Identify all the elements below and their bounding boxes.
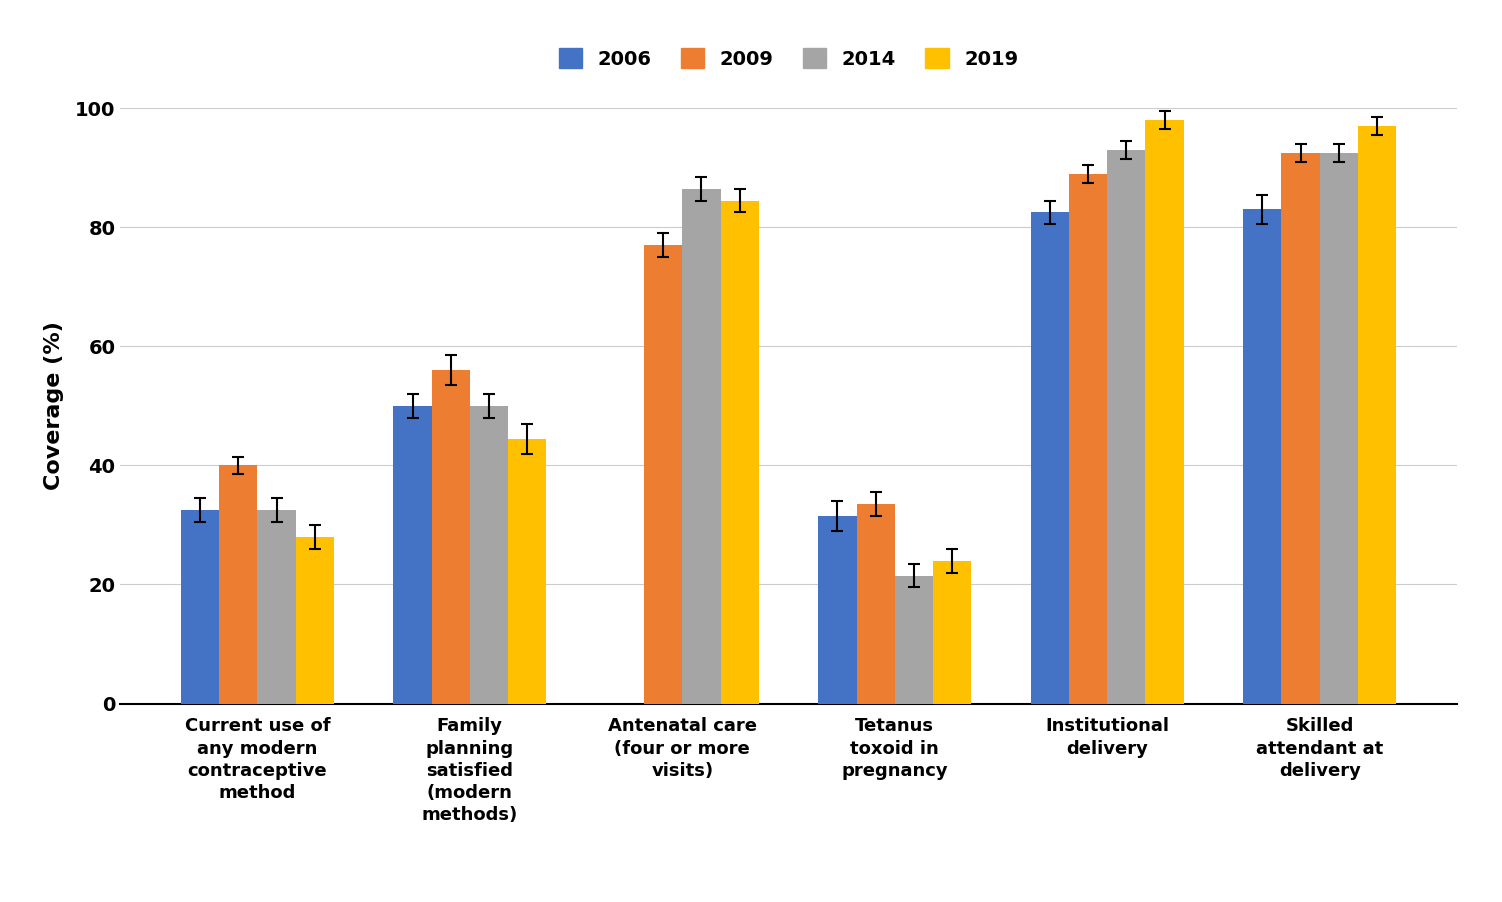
Y-axis label: Coverage (%): Coverage (%) bbox=[44, 321, 63, 491]
Bar bbox=[895, 575, 933, 704]
Bar bbox=[296, 537, 333, 704]
Bar bbox=[1244, 209, 1281, 704]
Bar bbox=[180, 511, 219, 704]
Bar bbox=[721, 200, 759, 704]
Bar bbox=[856, 504, 895, 704]
Bar bbox=[508, 438, 547, 704]
Bar bbox=[1107, 150, 1146, 704]
Bar bbox=[1281, 152, 1320, 704]
Legend: 2006, 2009, 2014, 2019: 2006, 2009, 2014, 2019 bbox=[551, 41, 1026, 77]
Bar bbox=[644, 245, 682, 704]
Bar bbox=[682, 189, 721, 704]
Bar bbox=[1146, 120, 1184, 704]
Bar bbox=[394, 406, 431, 704]
Bar bbox=[257, 511, 296, 704]
Bar bbox=[219, 465, 257, 704]
Bar bbox=[1358, 126, 1397, 704]
Bar bbox=[1320, 152, 1358, 704]
Bar bbox=[431, 370, 470, 704]
Bar bbox=[1030, 212, 1069, 704]
Bar bbox=[933, 561, 972, 704]
Bar bbox=[470, 406, 508, 704]
Bar bbox=[819, 516, 856, 704]
Bar bbox=[1069, 174, 1107, 704]
